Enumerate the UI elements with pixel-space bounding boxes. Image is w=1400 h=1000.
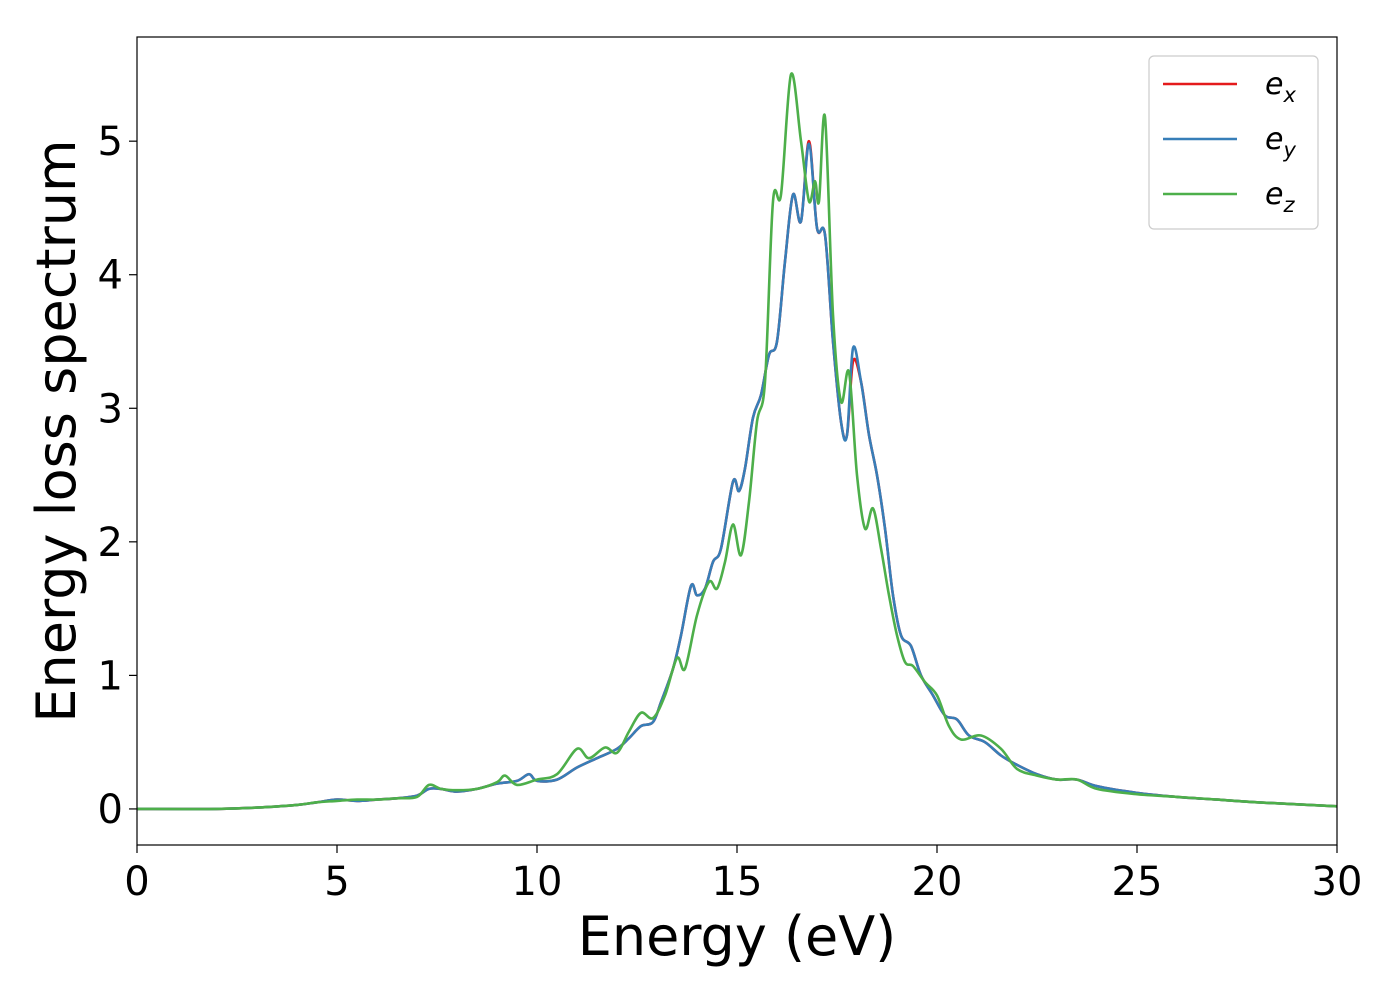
legend-label-x: ex (1265, 67, 1296, 107)
x-tick-label: 25 (1112, 859, 1163, 905)
x-tick-label: 15 (712, 859, 763, 905)
y-tick-label: 1 (98, 653, 123, 699)
y-tick-label: 5 (98, 119, 123, 165)
series-line-z (137, 72, 1337, 811)
series-line-y (137, 142, 1337, 811)
y-tick-label: 4 (98, 253, 123, 299)
axes-layer: 0 5 10 15 20 25 30 0 1 2 3 4 5 (98, 36, 1363, 905)
y-tick-label: 2 (98, 520, 123, 566)
x-tick-label: 5 (324, 859, 349, 905)
x-axis-label: Energy (eV) (578, 905, 897, 968)
y-axis-label: Energy loss spectrum (25, 139, 88, 722)
x-tick-label: 30 (1312, 859, 1363, 905)
x-tick-label: 20 (912, 859, 963, 905)
legend-box (1148, 55, 1319, 230)
x-tick-label: 0 (124, 859, 149, 905)
series-layer (137, 72, 1337, 811)
y-tick-label: 0 (98, 787, 123, 833)
series-line-x (137, 139, 1337, 811)
y-tick-label: 3 (98, 386, 123, 432)
legend-label-z: ez (1265, 177, 1295, 217)
legend-label-y: ey (1265, 122, 1296, 162)
legend: ex ey ez (1148, 55, 1319, 230)
x-tick-label: 10 (512, 859, 563, 905)
